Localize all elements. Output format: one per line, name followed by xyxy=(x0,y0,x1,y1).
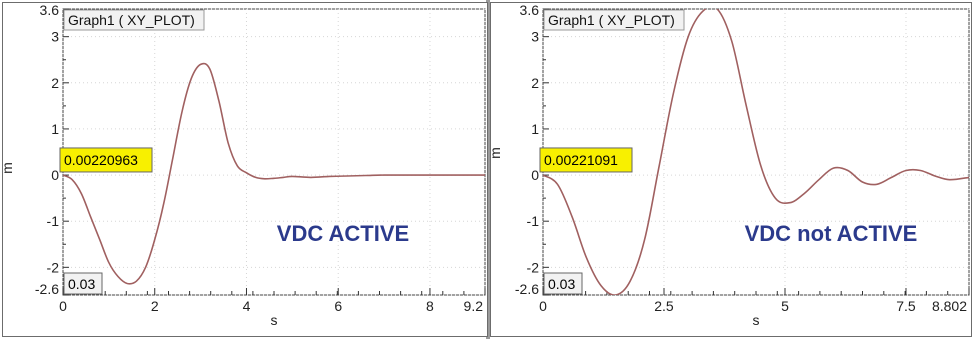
cursor-readout-value: 0.00221091 xyxy=(544,152,618,168)
x-tick-label-1: 2 xyxy=(151,298,159,314)
graph-title-bg xyxy=(543,9,685,31)
cursor-readout: 0.00221091 xyxy=(539,147,633,173)
annotation-label: VDC ACTIVE xyxy=(277,221,409,246)
y-tick-label-5: -1 xyxy=(47,213,60,229)
y-tick-label-4: 0 xyxy=(531,167,539,183)
y-tick-label-3: 1 xyxy=(531,121,539,137)
x-tick-label-0: 0 xyxy=(539,298,547,314)
series-line xyxy=(543,9,969,295)
x-tick-label-4: 8.802 xyxy=(932,298,967,314)
corner-value: 0.03 xyxy=(68,276,95,292)
graph-title-box: Graph1 ( XY_PLOT) xyxy=(543,9,685,31)
y-tick-label-1: 3 xyxy=(531,29,539,45)
x-axis-label: s xyxy=(271,312,278,328)
corner-value-box: 0.03 xyxy=(543,272,583,295)
x-axis-label: s xyxy=(753,312,760,328)
y-tick-label-2: 2 xyxy=(531,75,539,91)
graph-title-box: Graph1 ( XY_PLOT) xyxy=(63,9,205,31)
x-tick-label-1: 2.5 xyxy=(654,298,674,314)
y-axis-label: m xyxy=(3,162,15,174)
x-tick-label-2: 4 xyxy=(243,298,251,314)
y-tick-label-1: 3 xyxy=(51,29,59,45)
y-tick-label-6: -2 xyxy=(47,259,60,275)
x-tick-label-3: 7.5 xyxy=(896,298,916,314)
graph-title: Graph1 ( XY_PLOT) xyxy=(68,12,195,28)
y-tick-label-5: -1 xyxy=(527,213,540,229)
graph-title-bg xyxy=(63,9,205,31)
annotation-label: VDC not ACTIVE xyxy=(745,221,918,246)
cursor-readout-bg xyxy=(59,147,153,173)
y-tick-label-2: 2 xyxy=(51,75,59,91)
x-tick-label-0: 0 xyxy=(59,298,67,314)
y-tick-label-6: -2 xyxy=(527,259,540,275)
y-tick-label-0: 3.6 xyxy=(520,3,540,18)
cursor-readout-value: 0.00220963 xyxy=(64,152,138,168)
graph-title: Graph1 ( XY_PLOT) xyxy=(548,12,675,28)
y-tick-label-7: -2.6 xyxy=(35,281,59,297)
cursor-readout-bg xyxy=(539,147,633,173)
y-tick-label-3: 1 xyxy=(51,121,59,137)
series-line xyxy=(63,62,485,285)
x-tick-label-4: 8 xyxy=(426,298,434,314)
y-tick-label-4: 0 xyxy=(51,167,59,183)
cursor-readout: 0.00220963 xyxy=(59,147,153,173)
y-tick-label-7: -2.6 xyxy=(515,281,539,297)
y-tick-label-0: 3.6 xyxy=(40,3,60,18)
x-tick-label-2: 5 xyxy=(781,298,789,314)
corner-value: 0.03 xyxy=(548,276,575,292)
x-tick-label-3: 6 xyxy=(334,298,342,314)
corner-value-bg xyxy=(543,272,583,295)
panel-divider xyxy=(486,0,490,339)
y-axis-label: m xyxy=(491,147,503,159)
x-tick-label-5: 9.2 xyxy=(464,298,484,314)
corner-value-box: 0.03 xyxy=(63,272,103,295)
corner-value-bg xyxy=(63,272,103,295)
